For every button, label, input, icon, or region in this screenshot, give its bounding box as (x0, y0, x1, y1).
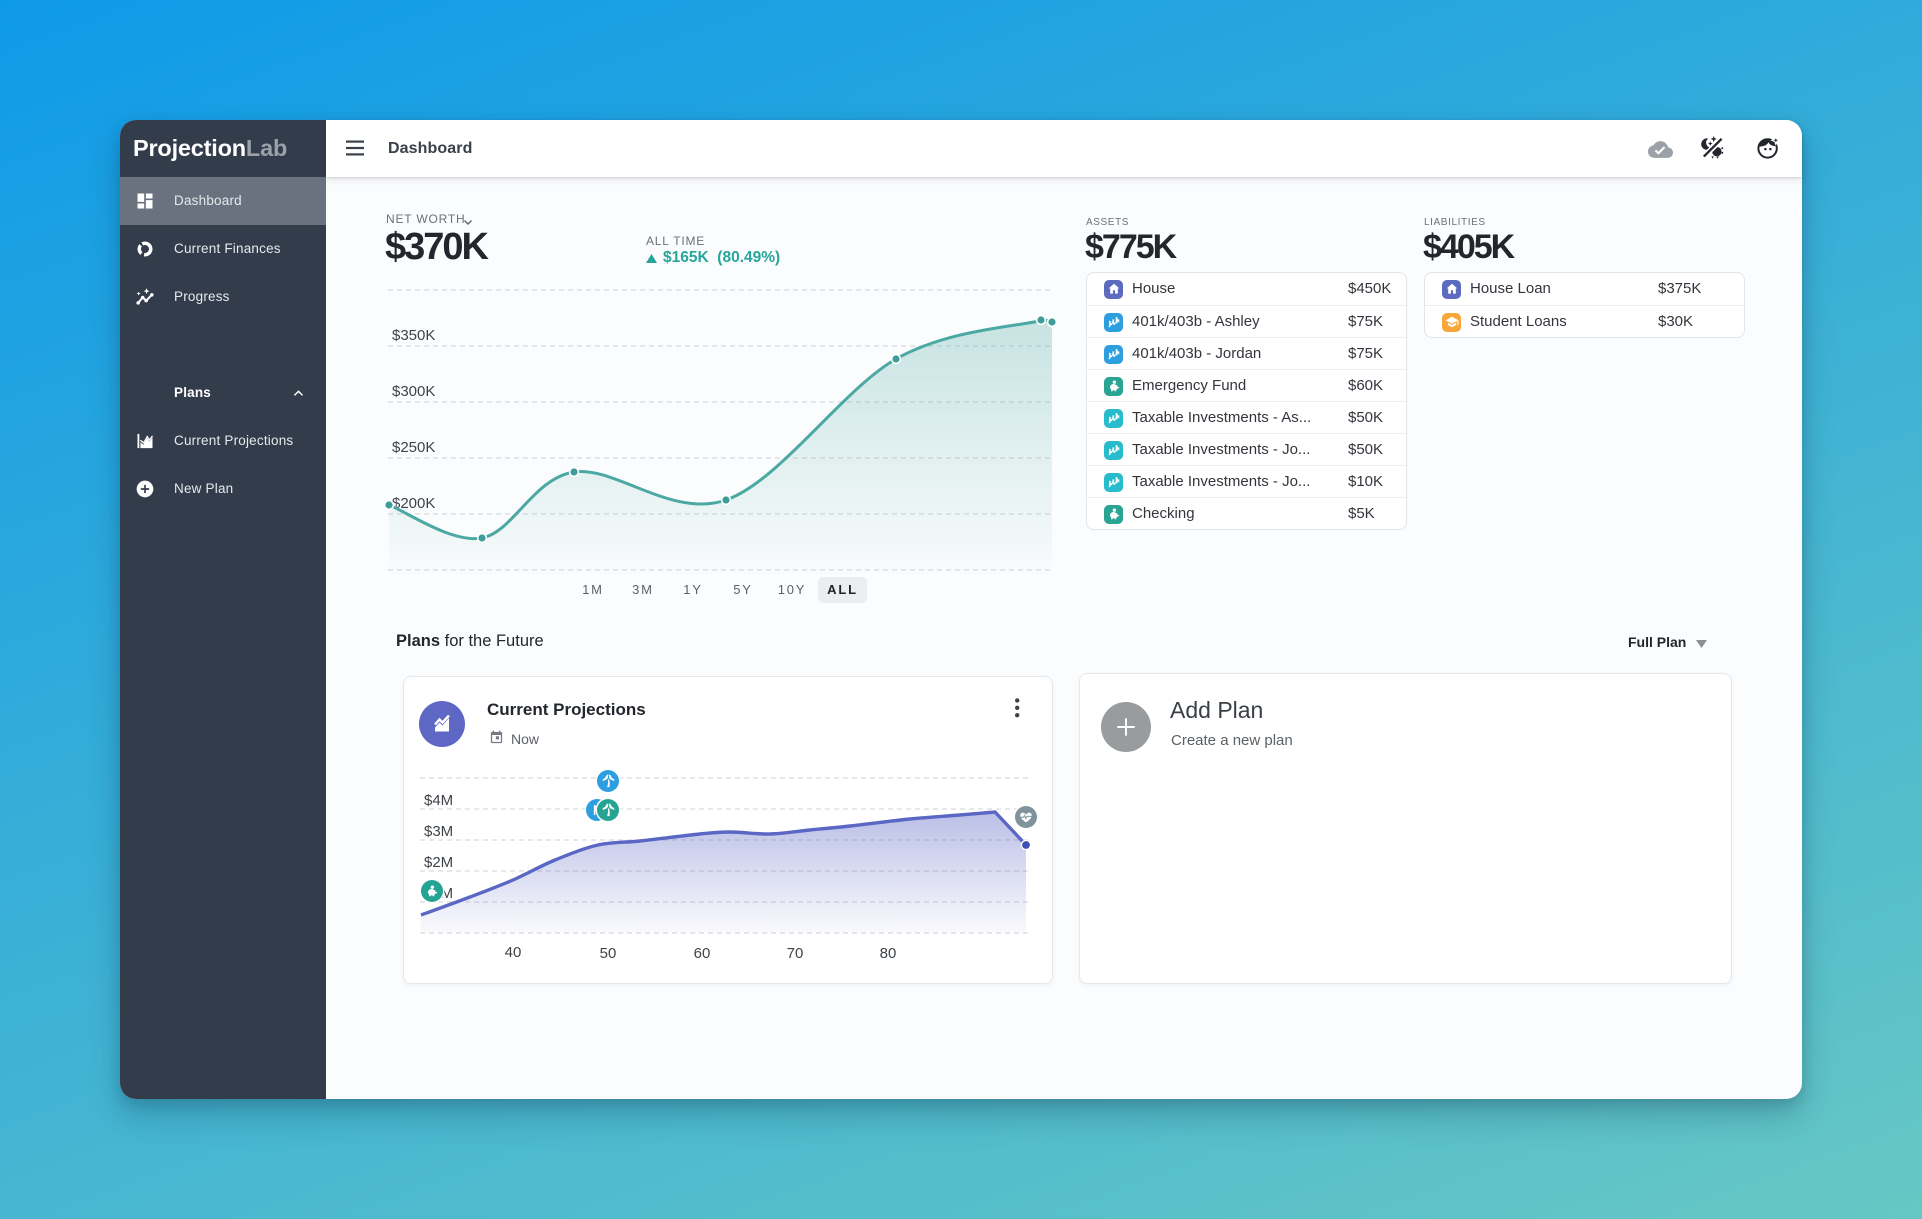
svg-text:$300K: $300K (392, 383, 435, 400)
svg-text:60: 60 (694, 945, 711, 962)
svg-text:$350K: $350K (392, 327, 435, 344)
svg-text:80: 80 (880, 945, 897, 962)
svg-text:$250K: $250K (392, 439, 435, 456)
svg-text:$4M: $4M (424, 792, 453, 809)
svg-text:$2M: $2M (424, 854, 453, 871)
svg-text:$200K: $200K (392, 495, 435, 512)
svg-text:$3M: $3M (424, 823, 453, 840)
svg-text:40: 40 (505, 944, 522, 961)
svg-text:50: 50 (600, 945, 617, 962)
svg-text:70: 70 (787, 945, 804, 962)
